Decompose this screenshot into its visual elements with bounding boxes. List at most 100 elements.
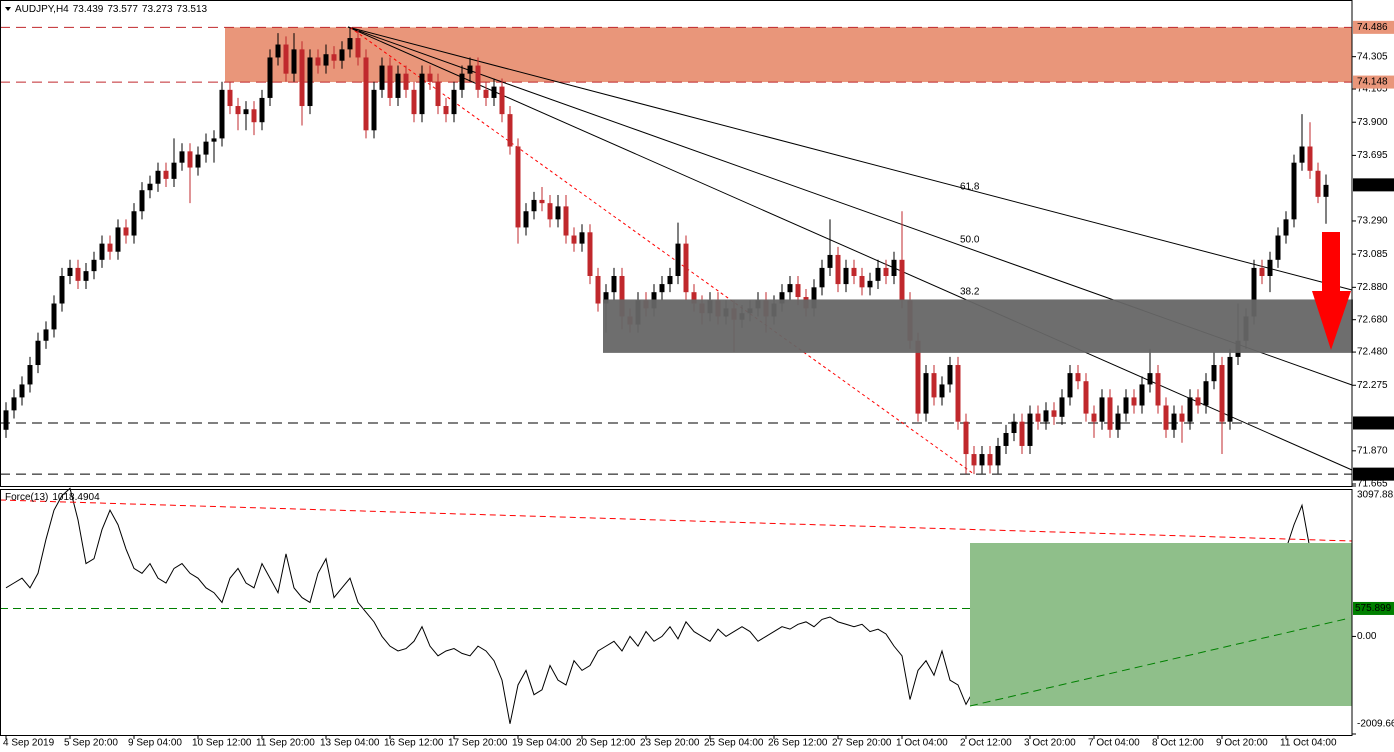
- candle-body: [1299, 146, 1305, 163]
- fan-label: 61.8: [960, 182, 980, 193]
- candle-body: [867, 280, 873, 288]
- low: 73.273: [142, 4, 173, 15]
- candle-body: [571, 235, 577, 244]
- y-tick-label: 71.870: [1357, 445, 1388, 456]
- candle-body: [1171, 413, 1177, 430]
- candle-body: [299, 49, 305, 107]
- force-zone: [0, 499, 1353, 707]
- candle-body: [491, 86, 497, 98]
- candle-body: [291, 49, 297, 74]
- candle-body: [1107, 397, 1113, 430]
- y-tick-label: 72.880: [1357, 282, 1388, 293]
- x-tick-label: 11 Sep 20:00: [256, 738, 315, 749]
- candle-body: [75, 267, 81, 281]
- x-tick-label: 16 Sep 12:00: [384, 738, 444, 749]
- candle-body: [1075, 373, 1081, 382]
- candle-body: [195, 154, 201, 168]
- candle-body: [379, 65, 385, 90]
- candle-body: [475, 65, 481, 90]
- candle-body: [1123, 397, 1129, 414]
- force-level-label: 575.899: [1355, 603, 1392, 614]
- force-panel-border: [0, 489, 1353, 736]
- candle-body: [1147, 373, 1153, 385]
- x-tick-label: 11 Oct 04:00: [1280, 738, 1337, 749]
- force-trend-green: [969, 617, 1351, 707]
- force-value: 1018.4904: [52, 492, 100, 503]
- candle-body: [579, 232, 585, 244]
- candle-body: [1291, 162, 1297, 220]
- drawing-layer: 61.8 50.0 38.2: [347, 26, 1353, 475]
- candle-body: [187, 151, 193, 168]
- candle-body: [267, 57, 273, 98]
- candle-body: [827, 254, 833, 268]
- candle-body: [1283, 219, 1289, 236]
- candle-body: [891, 259, 897, 276]
- y-tick-label: 71.665: [1357, 479, 1388, 490]
- candle-body: [843, 267, 849, 285]
- candle-body: [619, 275, 625, 317]
- candle-body: [883, 267, 889, 276]
- candle-body: [419, 73, 425, 115]
- candle-body: [1227, 356, 1233, 422]
- candle-body: [979, 454, 985, 466]
- candle-body: [179, 151, 185, 163]
- candle-body: [971, 454, 977, 466]
- candle-body: [395, 73, 401, 98]
- candle-body: [171, 162, 177, 179]
- candle-body: [587, 232, 593, 276]
- candle-body: [283, 44, 289, 74]
- candle-body: [227, 89, 233, 107]
- candle-body: [459, 73, 465, 90]
- y-tick-label: 73.290: [1357, 216, 1388, 227]
- candle-body: [1139, 384, 1145, 406]
- candle-body: [355, 38, 361, 58]
- last-price-label: 73.513: [1357, 180, 1388, 191]
- candle-body: [923, 373, 929, 414]
- candle-body: [667, 275, 673, 285]
- candle-body: [1059, 397, 1065, 417]
- x-tick-label: 27 Sep 20:00: [832, 738, 892, 749]
- candle-body: [835, 254, 841, 285]
- candle-body: [955, 365, 961, 422]
- candle-body: [427, 73, 433, 82]
- candle-body: [43, 329, 49, 341]
- candle-body: [131, 211, 137, 236]
- candle-body: [1203, 381, 1209, 406]
- candle-body: [1275, 235, 1281, 260]
- candle-body: [219, 89, 225, 139]
- candle-body: [1195, 397, 1201, 406]
- candle-body: [147, 183, 153, 191]
- candle-body: [1187, 397, 1193, 422]
- candle-body: [35, 340, 41, 366]
- candle-body: [515, 146, 521, 228]
- candle-body: [123, 227, 129, 236]
- candle-body: [59, 275, 65, 304]
- x-tick-label: 10 Sep 12:00: [192, 738, 252, 749]
- candle-body: [547, 203, 553, 220]
- support-zone: [603, 299, 1355, 353]
- candle-body: [1043, 410, 1049, 422]
- x-tick-label: 2 Oct 12:00: [960, 738, 1012, 749]
- candle-body: [411, 89, 417, 115]
- candle-body: [1091, 413, 1097, 422]
- x-tick-label: 4 Sep 2019: [3, 738, 55, 749]
- force-level-box: [1353, 601, 1394, 615]
- candle-body: [1307, 146, 1313, 171]
- support-level-box: [1353, 416, 1394, 430]
- candle-body: [275, 44, 281, 58]
- candle-body: [83, 271, 89, 281]
- support-level-box: [1353, 467, 1394, 481]
- candle-body: [507, 114, 513, 147]
- fan-line: [347, 26, 1353, 291]
- candle-body: [1083, 381, 1089, 414]
- candle-body: [3, 410, 9, 430]
- candle-body: [1131, 397, 1137, 406]
- candle-body: [211, 138, 217, 142]
- x-tick-label: 9 Oct 20:00: [1216, 738, 1268, 749]
- candle-body: [995, 445, 1001, 466]
- candle-body: [163, 170, 169, 179]
- candle-body: [899, 259, 905, 301]
- candle-body: [1011, 421, 1017, 434]
- y-tick-label: 72.680: [1357, 314, 1388, 325]
- arrow: [1312, 232, 1351, 350]
